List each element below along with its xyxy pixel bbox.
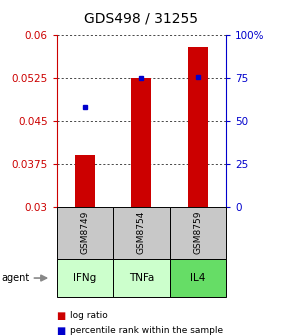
Bar — [75, 155, 95, 207]
Text: GSM8754: GSM8754 — [137, 211, 146, 254]
Text: log ratio: log ratio — [70, 311, 107, 320]
Text: GSM8749: GSM8749 — [80, 211, 89, 254]
Text: IL4: IL4 — [190, 273, 206, 283]
Text: agent: agent — [1, 273, 30, 283]
Text: ■: ■ — [57, 326, 66, 336]
Text: ■: ■ — [57, 311, 66, 321]
Bar — [188, 47, 208, 207]
Text: GDS498 / 31255: GDS498 / 31255 — [84, 11, 198, 26]
Text: TNFa: TNFa — [129, 273, 154, 283]
Text: IFNg: IFNg — [73, 273, 97, 283]
Text: percentile rank within the sample: percentile rank within the sample — [70, 327, 223, 335]
Bar — [131, 78, 151, 207]
Text: GSM8759: GSM8759 — [193, 211, 202, 254]
